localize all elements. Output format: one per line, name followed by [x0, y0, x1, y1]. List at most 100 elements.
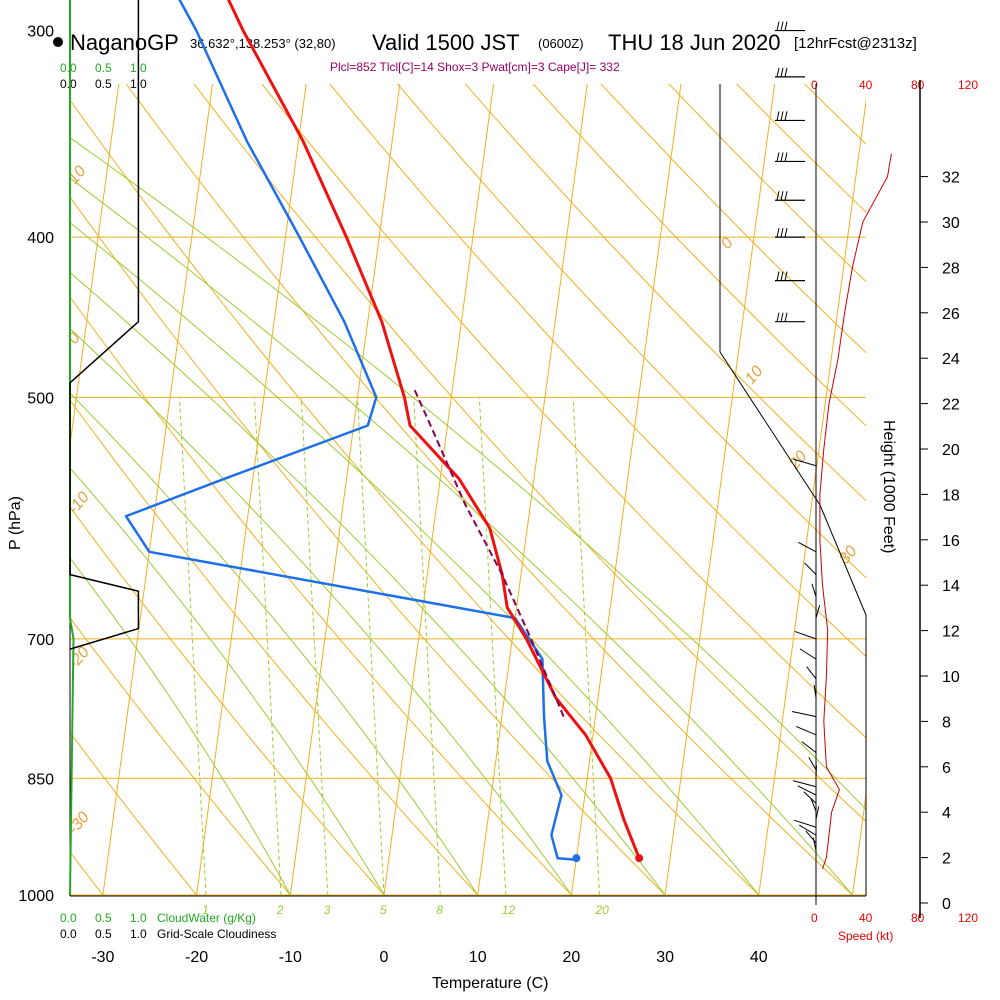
wind-barb-640: [804, 562, 817, 575]
sounding-indices: Plcl=852 Tlcl[C]=14 Shox=3 Pwat[cm]=3 Ca…: [330, 60, 620, 74]
cloudwater-line: [69, 0, 75, 896]
temp-tick-0: 0: [380, 949, 389, 966]
height-tick-16: 16: [942, 533, 960, 550]
dry-adiabat-0: [70, 506, 385, 896]
cl-tick-top-0: 0.0: [60, 77, 77, 91]
isotherm--50: [0, 84, 25, 896]
pressure-tick-850: 850: [27, 771, 54, 788]
wind-barb-920: [799, 824, 817, 836]
isotherm-0: [383, 84, 495, 896]
mixing-ratio-line-1: [253, 397, 282, 896]
moist-adiabat-6: [70, 177, 853, 896]
wind-barb-680: [815, 605, 821, 619]
speed-axis-title: Speed (kt): [838, 929, 893, 943]
wind-barb-660: [811, 583, 817, 597]
mixing-ratio-label-1: 2: [276, 903, 284, 917]
speed-tick-top-2: 80: [911, 78, 925, 92]
dry-adiabat--10: [70, 616, 291, 896]
pressure-tick-700: 700: [27, 632, 54, 649]
height-tick-22: 22: [942, 397, 960, 414]
moist-adiabat-1: [70, 467, 385, 896]
pressure-tick-400: 400: [27, 230, 54, 247]
wind-barb-720: [799, 648, 817, 660]
height-tick-14: 14: [942, 578, 960, 595]
station-dot-icon: [53, 37, 63, 47]
temp-tick-30: 30: [656, 949, 674, 966]
dry-adiabat-50: [125, 84, 853, 896]
wind-barb-860: [792, 780, 817, 788]
dry-adiabat--30: [70, 851, 104, 896]
mixing-ratio-label-3: 5: [380, 903, 387, 917]
dry-adiabat--20: [70, 731, 197, 896]
cloudiness-title: Grid-Scale Cloudiness: [157, 927, 276, 941]
wind-barb-840: [808, 757, 817, 771]
cw-tick-bot-0: 0.0: [60, 911, 77, 925]
isotherm-label-4: -30: [65, 809, 93, 838]
height-tick-0: 0: [942, 896, 951, 913]
wind-speed-profile: [819, 153, 892, 870]
dry-adiabat-150: [803, 84, 866, 145]
dry-adiabat-10: [70, 399, 479, 896]
mixing-ratio-line-2: [300, 397, 329, 896]
height-axis-title: Height (1000 Feet): [880, 420, 897, 553]
temp-tick--10: -10: [279, 949, 302, 966]
moist-adiabat-2: [70, 392, 479, 896]
cl-tick-bot-2: 1.0: [130, 927, 147, 941]
wind-barb-780: [791, 711, 817, 718]
mixing-ratio-label-2: 3: [324, 903, 331, 917]
wind-barb-900: [815, 806, 820, 820]
wind-barb-870: [797, 785, 817, 796]
wind-barb-flag-340-0: [776, 111, 780, 121]
height-tick-10: 10: [942, 669, 960, 686]
grid-clipped: [0, 84, 866, 896]
cl-tick-top-1: 0.5: [95, 77, 112, 91]
mixing-ratio-line-4: [413, 397, 441, 896]
wind-barb-620: [798, 541, 817, 553]
mixing-ratio-line-3: [357, 397, 385, 896]
wind-barb-flag-300-0: [776, 21, 780, 31]
mixing-ratio-label-6: 20: [595, 903, 610, 917]
isotherm--10: [289, 84, 401, 896]
wind-barb-flag-425-0: [776, 271, 780, 281]
wind-barb-flag-320-0: [776, 67, 780, 77]
speed-tick-bot-0: 0: [811, 911, 818, 925]
temp-tick--20: -20: [185, 949, 208, 966]
speed-tick-bot-1: 40: [859, 911, 873, 925]
pressure-axis-title: P (hPa): [7, 496, 24, 550]
moist-adiabat-5: [70, 222, 760, 896]
parcel-profile: [413, 389, 565, 717]
valid-date: THU 18 Jun 2020: [608, 30, 780, 55]
mixing-ratio-line-5: [478, 397, 507, 896]
height-tick-20: 20: [942, 442, 960, 459]
cw-tick-top-0: 0.0: [60, 61, 77, 75]
wind-barb-700: [794, 630, 817, 640]
wind-barb-flag-450-0: [776, 312, 780, 322]
wind-barb-flag-400-2: [784, 227, 788, 238]
wind-barb-flag-400-0: [776, 227, 780, 238]
isotherm--40: [70, 84, 120, 449]
height-tick-6: 6: [942, 760, 951, 777]
wind-barb-flag-320-2: [784, 67, 788, 77]
surface-temp-marker: [635, 854, 644, 863]
isotherm-label-0: 10: [65, 163, 90, 188]
speed-tick-top-1: 40: [859, 78, 873, 92]
wind-barb-740: [806, 666, 817, 680]
height-tick-24: 24: [942, 351, 960, 368]
valid-time-z: (0600Z): [538, 36, 584, 51]
cl-tick-bot-1: 0.5: [95, 927, 112, 941]
wind-barb-940: [812, 837, 817, 851]
dry-adiabat-30: [70, 196, 666, 896]
speed-tick-top-0: 0: [811, 78, 818, 92]
speed-tick-bot-3: 120: [958, 911, 978, 925]
cw-tick-bot-1: 0.5: [95, 911, 112, 925]
wind-barb-550: [793, 458, 817, 467]
wind-barb-800: [795, 725, 817, 736]
cw-tick-top-1: 0.5: [95, 61, 112, 75]
mixing-ratio-label-4: 8: [436, 903, 443, 917]
wind-barb-820: [801, 741, 817, 753]
isotherm-label-8: 30: [836, 543, 861, 568]
wind-barb-flag-300-2: [784, 21, 788, 31]
wind-barb-flag-360-1: [780, 152, 784, 162]
wind-barb-910: [794, 819, 817, 828]
